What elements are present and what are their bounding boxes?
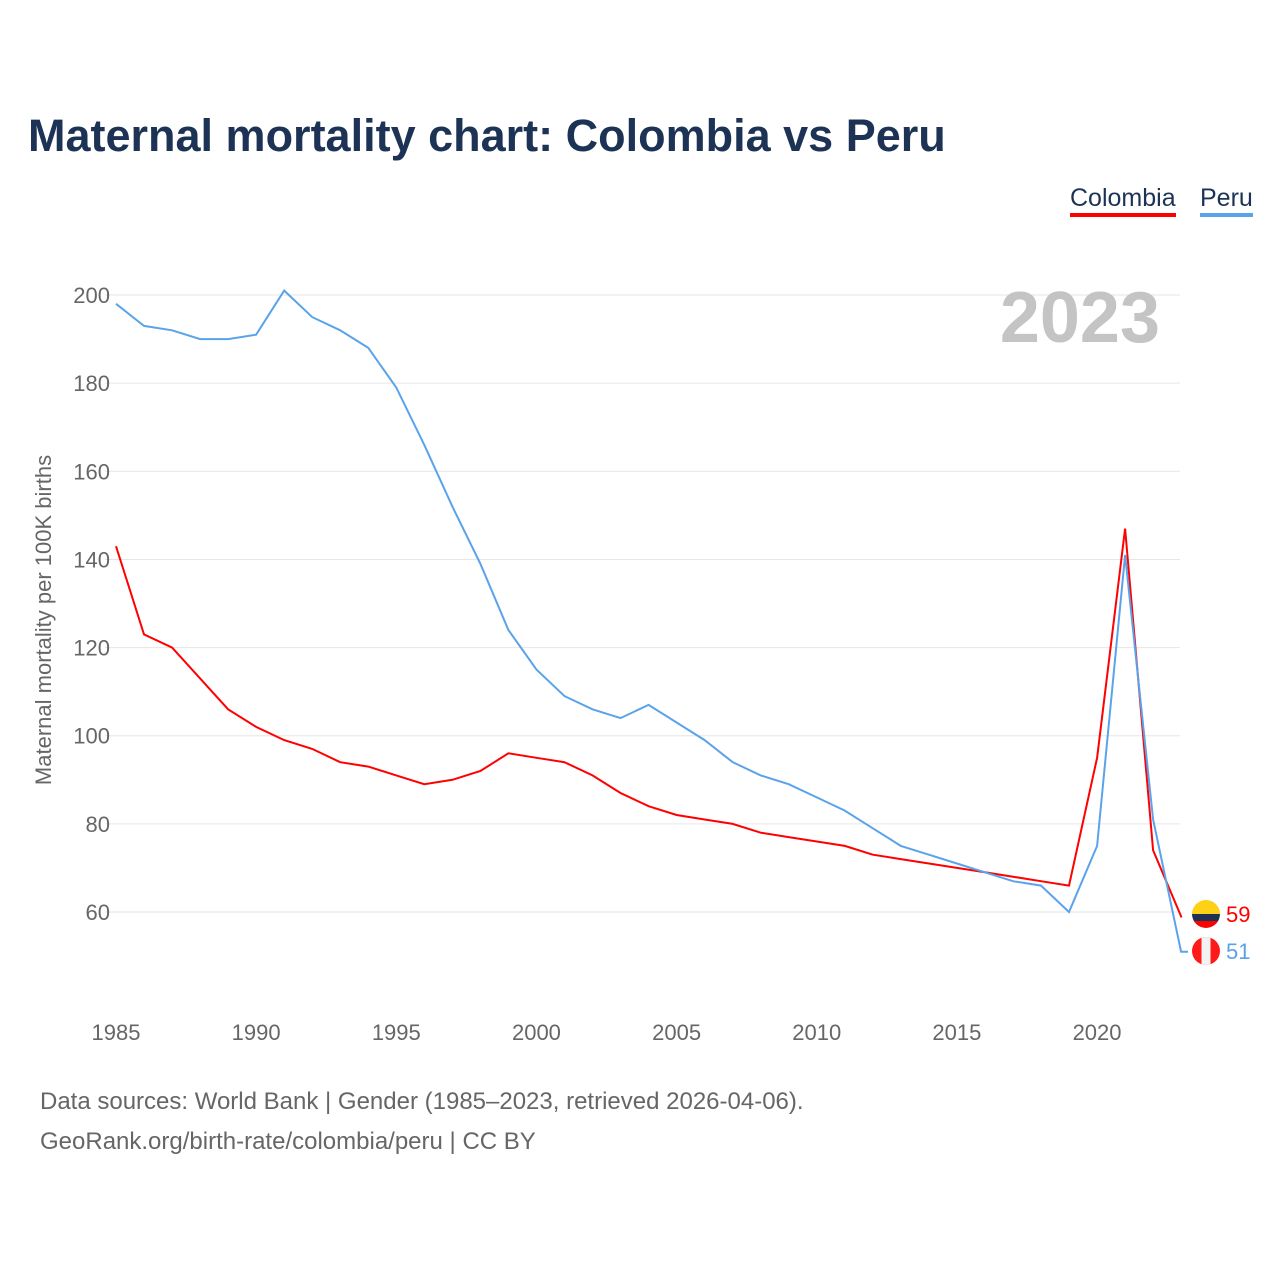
y-tick-label: 120 <box>73 636 110 661</box>
end-value-label: 59 <box>1226 902 1250 927</box>
flag <box>1192 937 1220 965</box>
y-tick-label: 80 <box>86 812 110 837</box>
x-tick-label: 2005 <box>652 1020 701 1045</box>
flag-white <box>1201 937 1211 965</box>
chart-title: Maternal mortality chart: Colombia vs Pe… <box>28 110 946 161</box>
series-line-peru <box>115 289 1188 953</box>
flag-icon-peru <box>1192 937 1220 965</box>
y-tick-label: 60 <box>86 900 110 925</box>
legend-peru[interactable]: Peru <box>1200 184 1253 217</box>
year-label: 2023 <box>1000 278 1160 358</box>
source-link[interactable]: GeoRank.org/birth-rate/colombia/peru | C… <box>40 1128 536 1155</box>
y-tick-label: 140 <box>73 547 110 572</box>
x-tick-label: 1985 <box>92 1020 141 1045</box>
y-tick-label: 160 <box>73 459 110 484</box>
x-tick-label: 1990 <box>232 1020 281 1045</box>
flag-yellow <box>1192 900 1220 914</box>
y-tick-label: 180 <box>73 371 110 396</box>
flag <box>1192 900 1220 928</box>
y-tick-label: 200 <box>73 283 110 308</box>
legend-colombia[interactable]: Colombia <box>1070 184 1176 217</box>
flag-blue <box>1192 914 1220 921</box>
x-tick-label: 2000 <box>512 1020 561 1045</box>
flag-icon-colombia <box>1192 900 1220 928</box>
y-axis-label: Maternal mortality per 100K births <box>31 455 56 785</box>
y-tick-label: 100 <box>73 724 110 749</box>
series-line-colombia <box>115 528 1183 918</box>
x-tick-label: 1995 <box>372 1020 421 1045</box>
flag-red <box>1192 921 1220 928</box>
x-tick-label: 2010 <box>792 1020 841 1045</box>
x-tick-label: 2020 <box>1073 1020 1122 1045</box>
x-tick-label: 2015 <box>932 1020 981 1045</box>
end-value-label: 51 <box>1226 939 1250 964</box>
source-text: Data sources: World Bank | Gender (1985–… <box>40 1088 804 1115</box>
